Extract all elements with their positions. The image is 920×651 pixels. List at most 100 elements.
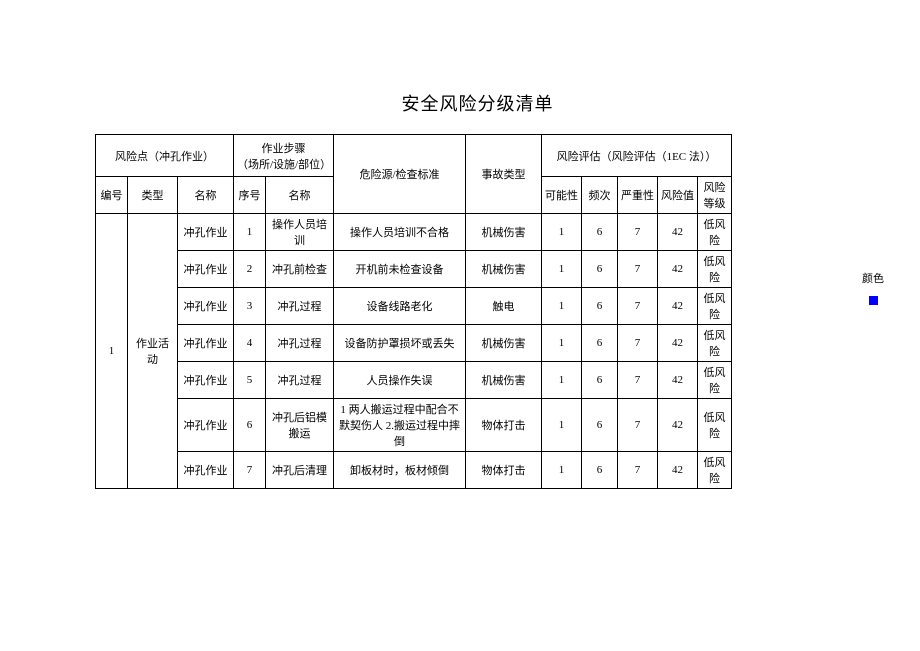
cell-name: 冲孔作业 [178,251,234,288]
cell-step-name: 冲孔后清理 [266,452,334,489]
cell-accident: 触电 [466,288,542,325]
cell-accident: 机械伤害 [466,362,542,399]
th-hazard: 危险源/检查标准 [334,135,466,214]
cell-accident: 机械伤害 [466,251,542,288]
cell-name: 冲孔作业 [178,325,234,362]
cell-frequency: 6 [582,325,618,362]
cell-step-name: 操作人员培训 [266,214,334,251]
cell-name: 冲孔作业 [178,362,234,399]
table-row: 1作业活动冲孔作业1操作人员培训操作人员培训不合格机械伤害16742低风险 [96,214,732,251]
cell-possibility: 1 [542,399,582,452]
cell-risk-level: 低风险 [698,325,732,362]
cell-risk-value: 42 [658,325,698,362]
color-swatch [869,296,878,305]
cell-severity: 7 [618,452,658,489]
cell-hazard: 开机前未检查设备 [334,251,466,288]
cell-risk-value: 42 [658,362,698,399]
cell-hazard: 卸板材时，板材倾倒 [334,452,466,489]
cell-frequency: 6 [582,288,618,325]
cell-hazard: 1 两人搬运过程中配合不默契伤人 2.搬运过程中摔倒 [334,399,466,452]
table-row: 冲孔作业6冲孔后铝模搬运1 两人搬运过程中配合不默契伤人 2.搬运过程中摔倒物体… [96,399,732,452]
cell-frequency: 6 [582,362,618,399]
cell-severity: 7 [618,251,658,288]
page-title: 安全风险分级清单 [95,90,860,116]
th-risk-level: 风险等级 [698,177,732,214]
cell-risk-level: 低风险 [698,251,732,288]
cell-accident: 物体打击 [466,399,542,452]
th-possibility: 可能性 [542,177,582,214]
cell-risk-value: 42 [658,214,698,251]
table-row: 冲孔作业4冲孔过程设备防护罩损坏或丢失机械伤害16742低风险 [96,325,732,362]
th-name: 名称 [178,177,234,214]
cell-step-name: 冲孔过程 [266,325,334,362]
cell-step-num: 1 [234,214,266,251]
th-work-steps-line2: （场所/设施/部位） [237,156,330,172]
cell-risk-level: 低风险 [698,399,732,452]
cell-severity: 7 [618,362,658,399]
cell-severity: 7 [618,214,658,251]
cell-name: 冲孔作业 [178,288,234,325]
cell-step-name: 冲孔前检查 [266,251,334,288]
cell-step-num: 5 [234,362,266,399]
th-work-steps: 作业步骤 （场所/设施/部位） [234,135,334,177]
th-frequency: 频次 [582,177,618,214]
cell-hazard: 设备线路老化 [334,288,466,325]
cell-risk-level: 低风险 [698,452,732,489]
cell-possibility: 1 [542,214,582,251]
table-row: 冲孔作业5冲孔过程人员操作失误机械伤害16742低风险 [96,362,732,399]
cell-group-type: 作业活动 [128,214,178,489]
cell-name: 冲孔作业 [178,452,234,489]
cell-group-num: 1 [96,214,128,489]
cell-name: 冲孔作业 [178,399,234,452]
cell-hazard: 操作人员培训不合格 [334,214,466,251]
th-risk-assessment: 风险评估（风险评估（1EC 法）） [542,135,732,177]
table-row: 冲孔作业2冲孔前检查开机前未检查设备机械伤害16742低风险 [96,251,732,288]
cell-possibility: 1 [542,251,582,288]
cell-step-num: 4 [234,325,266,362]
cell-possibility: 1 [542,362,582,399]
th-step-name: 名称 [266,177,334,214]
cell-risk-value: 42 [658,452,698,489]
cell-step-name: 冲孔过程 [266,288,334,325]
cell-risk-level: 低风险 [698,362,732,399]
cell-accident: 物体打击 [466,452,542,489]
cell-step-name: 冲孔过程 [266,362,334,399]
th-num: 编号 [96,177,128,214]
cell-accident: 机械伤害 [466,325,542,362]
cell-step-num: 2 [234,251,266,288]
cell-name: 冲孔作业 [178,214,234,251]
cell-step-name: 冲孔后铝模搬运 [266,399,334,452]
cell-accident: 机械伤害 [466,214,542,251]
cell-hazard: 人员操作失误 [334,362,466,399]
cell-risk-level: 低风险 [698,288,732,325]
cell-severity: 7 [618,288,658,325]
cell-frequency: 6 [582,399,618,452]
cell-possibility: 1 [542,452,582,489]
cell-severity: 7 [618,399,658,452]
cell-risk-value: 42 [658,288,698,325]
cell-step-num: 6 [234,399,266,452]
th-accident: 事故类型 [466,135,542,214]
cell-risk-value: 42 [658,251,698,288]
table-row: 冲孔作业3冲孔过程设备线路老化触电16742低风险 [96,288,732,325]
th-work-steps-line1: 作业步骤 [237,140,330,156]
cell-frequency: 6 [582,214,618,251]
cell-hazard: 设备防护罩损坏或丢失 [334,325,466,362]
cell-possibility: 1 [542,325,582,362]
color-label: 颜色 [862,270,884,286]
cell-step-num: 7 [234,452,266,489]
cell-possibility: 1 [542,288,582,325]
risk-table: 风险点（冲孔作业） 作业步骤 （场所/设施/部位） 危险源/检查标准 事故类型 … [95,134,732,489]
th-risk-value: 风险值 [658,177,698,214]
cell-severity: 7 [618,325,658,362]
cell-frequency: 6 [582,251,618,288]
th-severity: 严重性 [618,177,658,214]
cell-step-num: 3 [234,288,266,325]
cell-risk-value: 42 [658,399,698,452]
th-type: 类型 [128,177,178,214]
th-step-num: 序号 [234,177,266,214]
th-risk-point: 风险点（冲孔作业） [96,135,234,177]
table-row: 冲孔作业7冲孔后清理卸板材时，板材倾倒物体打击16742低风险 [96,452,732,489]
cell-risk-level: 低风险 [698,214,732,251]
cell-frequency: 6 [582,452,618,489]
